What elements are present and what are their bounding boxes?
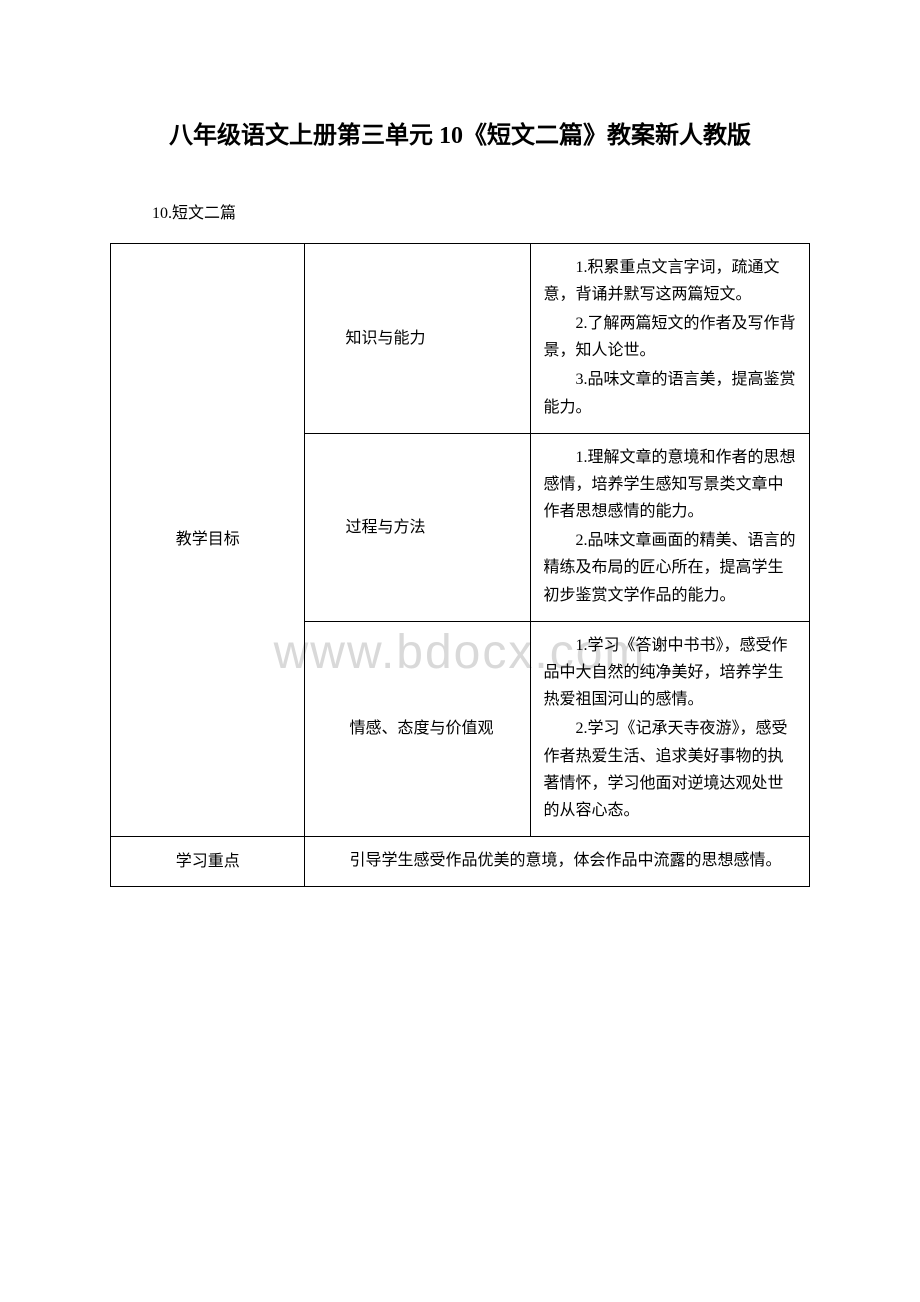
content-para: 2.品味文章画面的精美、语言的精练及布局的匠心所在，提高学生初步鉴赏文学作品的能…	[543, 527, 797, 609]
table-row: 教学目标 知识与能力 1.积累重点文言字词，疏通文意，背诵并默写这两篇短文。 2…	[111, 243, 810, 433]
content-para: 引导学生感受作品优美的意境，体会作品中流露的思想感情。	[317, 847, 797, 874]
content-para: 1.理解文章的意境和作者的思想感情，培养学生感知写景类文章中作者思想感情的能力。	[543, 444, 797, 526]
cell-emotion-attitude-label: 情感、态度与价值观	[305, 621, 531, 836]
document-subtitle: 10.短文二篇	[152, 199, 810, 223]
cell-knowledge-ability-label: 知识与能力	[305, 243, 531, 433]
content-para: 2.学习《记承天寺夜游》，感受作者热爱生活、追求美好事物的执著情怀，学习他面对逆…	[543, 715, 797, 824]
content-para: 1.学习《答谢中书书》，感受作品中大自然的纯净美好，培养学生热爱祖国河山的感情。	[543, 632, 797, 714]
cell-teaching-goal-label: 教学目标	[111, 243, 305, 837]
table-row: 学习重点 引导学生感受作品优美的意境，体会作品中流露的思想感情。	[111, 837, 810, 887]
cell-learning-focus-content: 引导学生感受作品优美的意境，体会作品中流露的思想感情。	[305, 837, 810, 887]
cell-process-method-label: 过程与方法	[305, 433, 531, 621]
content-para: 1.积累重点文言字词，疏通文意，背诵并默写这两篇短文。	[543, 254, 797, 308]
cell-learning-focus-label: 学习重点	[111, 837, 305, 887]
content-para: 2.了解两篇短文的作者及写作背景，知人论世。	[543, 310, 797, 364]
cell-knowledge-ability-content: 1.积累重点文言字词，疏通文意，背诵并默写这两篇短文。 2.了解两篇短文的作者及…	[531, 243, 810, 433]
cell-process-method-content: 1.理解文章的意境和作者的思想感情，培养学生感知写景类文章中作者思想感情的能力。…	[531, 433, 810, 621]
cell-emotion-attitude-content: 1.学习《答谢中书书》，感受作品中大自然的纯净美好，培养学生热爱祖国河山的感情。…	[531, 621, 810, 836]
lesson-plan-table: 教学目标 知识与能力 1.积累重点文言字词，疏通文意，背诵并默写这两篇短文。 2…	[110, 243, 810, 888]
content-para: 3.品味文章的语言美，提高鉴赏能力。	[543, 366, 797, 420]
document-title: 八年级语文上册第三单元 10《短文二篇》教案新人教版	[110, 120, 810, 154]
